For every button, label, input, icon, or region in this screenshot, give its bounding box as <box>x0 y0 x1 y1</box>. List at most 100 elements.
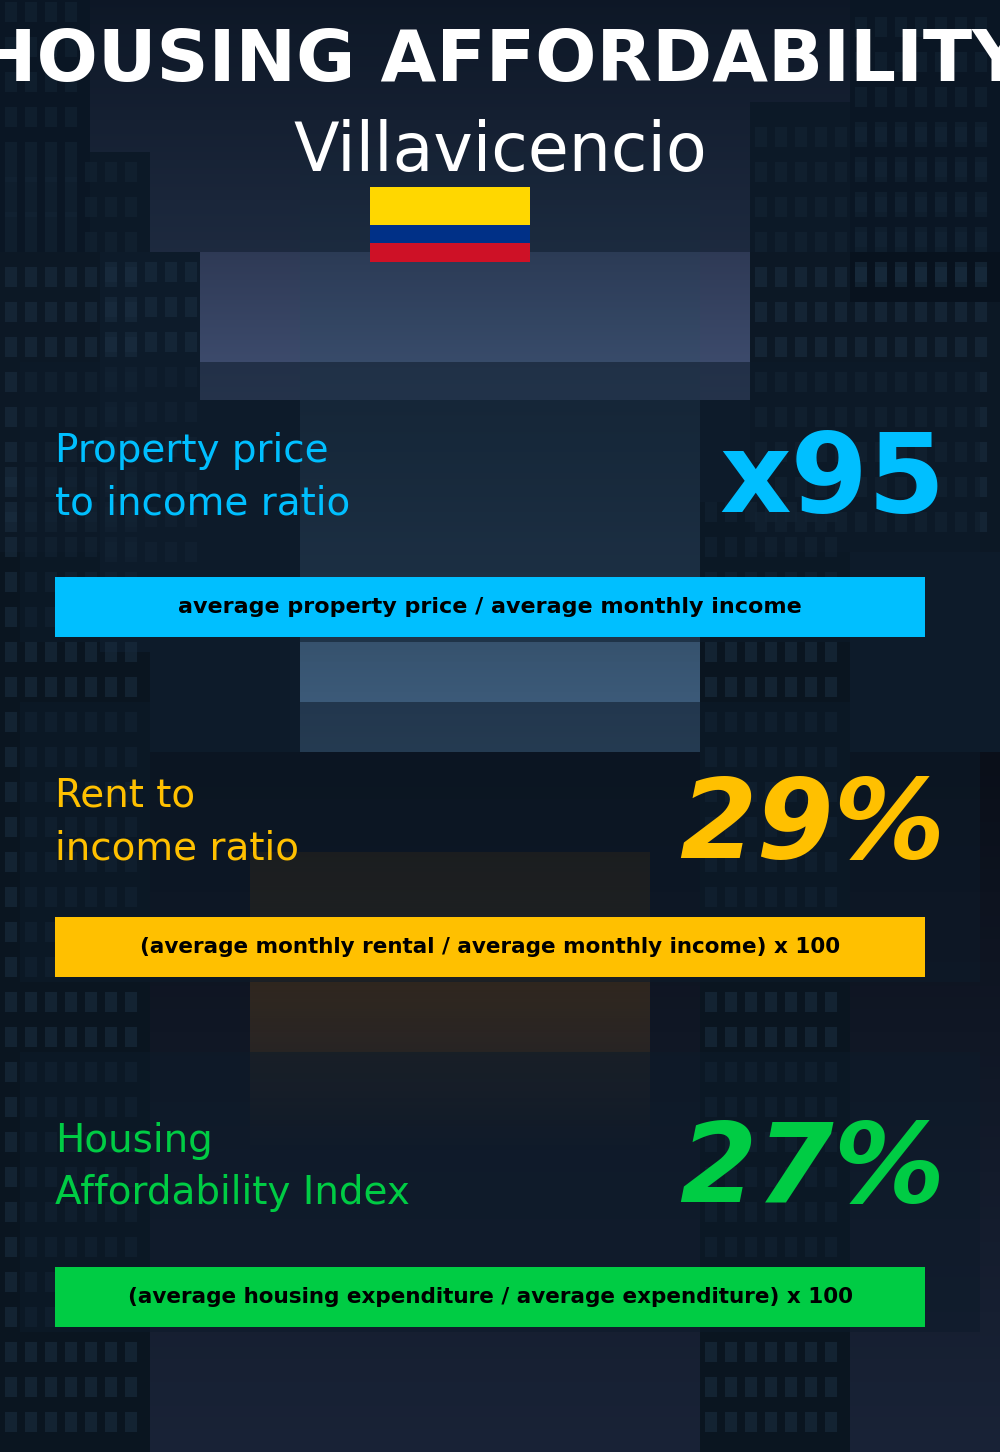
Bar <box>835 513 847 531</box>
Bar <box>125 887 137 908</box>
Bar <box>765 887 777 908</box>
Bar <box>705 711 717 732</box>
Bar <box>0 0 90 253</box>
Bar <box>775 302 787 322</box>
Bar <box>85 468 97 486</box>
Bar <box>915 52 927 73</box>
Bar <box>45 1167 57 1186</box>
Bar <box>755 372 767 392</box>
Bar <box>65 1167 77 1186</box>
Bar <box>25 73 37 91</box>
Bar <box>705 642 717 662</box>
Bar <box>20 362 980 642</box>
Bar <box>25 513 37 531</box>
Bar <box>745 957 757 977</box>
Bar <box>105 817 117 836</box>
Bar <box>825 537 837 558</box>
Bar <box>835 337 847 357</box>
Bar <box>705 607 717 627</box>
Bar <box>825 817 837 836</box>
Bar <box>955 337 967 357</box>
Bar <box>25 142 37 163</box>
Bar <box>785 817 797 836</box>
Bar <box>915 227 927 247</box>
Bar <box>725 1202 737 1223</box>
Bar <box>895 227 907 247</box>
Bar <box>745 1027 757 1047</box>
Bar <box>805 852 817 873</box>
Bar <box>65 142 77 163</box>
Bar <box>875 17 887 36</box>
Bar <box>105 163 117 182</box>
Bar <box>45 163 57 182</box>
Bar <box>105 1411 117 1432</box>
Bar <box>5 1342 17 1362</box>
Bar <box>5 572 17 592</box>
Bar <box>805 1167 817 1186</box>
Bar <box>875 232 887 253</box>
Bar <box>755 232 767 253</box>
Bar <box>45 372 57 392</box>
Bar <box>65 177 77 197</box>
Bar <box>705 1411 717 1432</box>
Bar <box>765 922 777 942</box>
Bar <box>785 1027 797 1047</box>
Bar <box>25 1061 37 1082</box>
Bar <box>105 298 117 317</box>
Bar <box>5 607 17 627</box>
Bar <box>785 1133 797 1151</box>
Bar <box>65 302 77 322</box>
Bar <box>125 302 137 322</box>
Bar <box>785 922 797 942</box>
Bar <box>775 126 787 147</box>
Bar <box>725 1411 737 1432</box>
Bar <box>5 1061 17 1082</box>
Bar <box>725 852 737 873</box>
Bar <box>815 372 827 392</box>
Bar <box>855 513 867 531</box>
Bar <box>65 572 77 592</box>
Bar <box>975 163 987 182</box>
Bar <box>125 513 137 531</box>
Bar <box>815 302 827 322</box>
Bar <box>125 611 137 632</box>
Bar <box>875 157 887 177</box>
Bar <box>785 992 797 1012</box>
Bar <box>805 572 817 592</box>
Bar <box>65 642 77 662</box>
Bar <box>855 441 867 462</box>
Bar <box>975 261 987 282</box>
Bar <box>745 746 757 767</box>
Bar <box>785 537 797 558</box>
Bar <box>125 957 137 977</box>
Bar <box>725 572 737 592</box>
Bar <box>5 783 17 802</box>
Bar <box>825 1272 837 1292</box>
Bar <box>85 337 97 357</box>
Bar <box>785 1411 797 1432</box>
Bar <box>105 437 117 457</box>
Bar <box>975 87 987 107</box>
Bar <box>165 333 177 351</box>
Bar <box>45 1411 57 1432</box>
Bar <box>25 407 37 427</box>
Bar <box>125 537 137 558</box>
Bar <box>915 261 927 282</box>
Bar <box>125 992 137 1012</box>
Bar <box>755 407 767 427</box>
Bar <box>65 783 77 802</box>
Bar <box>935 441 947 462</box>
Bar <box>825 1098 837 1117</box>
Bar <box>705 572 717 592</box>
Bar <box>5 1272 17 1292</box>
Bar <box>5 337 17 357</box>
Bar <box>765 1411 777 1432</box>
Bar <box>975 513 987 531</box>
Bar <box>145 367 157 388</box>
Bar <box>955 87 967 107</box>
Bar <box>45 677 57 697</box>
Bar <box>65 407 77 427</box>
Bar <box>955 126 967 147</box>
Bar <box>765 1342 777 1362</box>
Bar <box>85 1342 97 1362</box>
